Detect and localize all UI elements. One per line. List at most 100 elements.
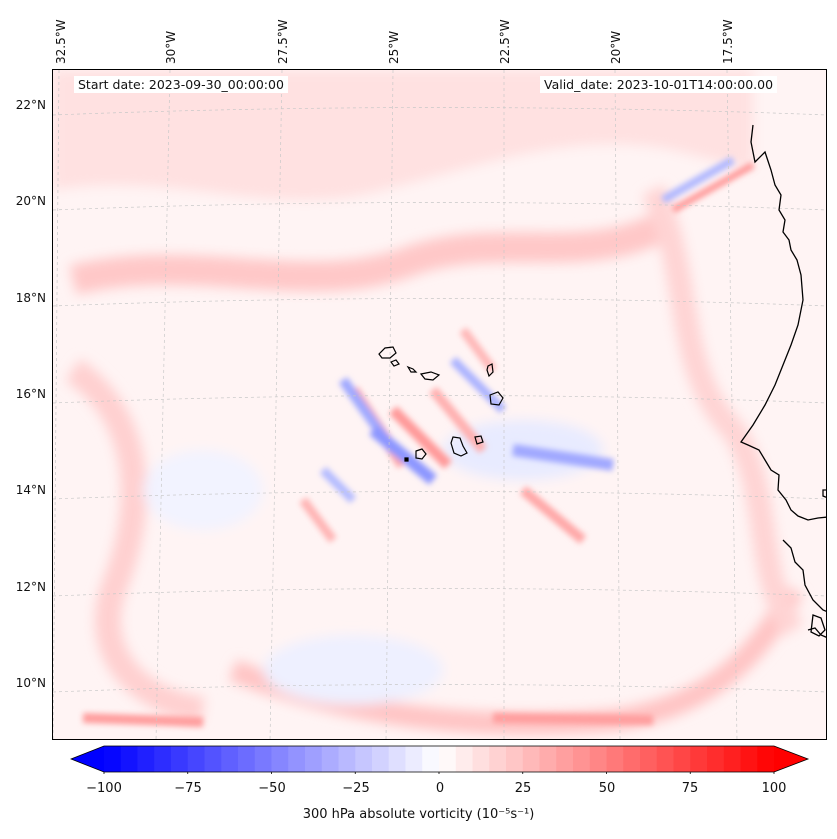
colorbar-tick-100: 100 (761, 781, 787, 796)
parallel-16n (53, 395, 826, 404)
colorbar-tick-75: 75 (681, 781, 699, 796)
colorbar-segment (539, 746, 557, 772)
lat-label-20n: 20°N (15, 194, 46, 208)
wave-negative-2 (369, 425, 437, 485)
colorbar-segment (522, 746, 540, 772)
colorbar-segment (623, 746, 641, 772)
wave-negative-3 (449, 356, 507, 414)
colorbar-segment (506, 746, 524, 772)
lat-label-22n: 22°N (15, 98, 46, 112)
colorbar-segment (690, 746, 708, 772)
colorbar-segment (238, 746, 256, 772)
island-sao-vicente (390, 359, 400, 367)
colorbar-segment (757, 746, 775, 772)
coast-guinea-bissau (782, 539, 826, 612)
colorbar-segment (321, 746, 339, 772)
colorbar-tick-neg-50: −50 (258, 781, 286, 796)
lon-label-30w: 30°W (164, 30, 178, 64)
parallel-12n (53, 588, 826, 597)
lat-label-12n: 12°N (15, 580, 46, 594)
colorbar-tick-0: 0 (435, 781, 445, 796)
colorbar-segment (271, 746, 289, 772)
colorbar-segment (673, 746, 691, 772)
wave-positive-3 (429, 386, 487, 454)
island-boa-vista (489, 391, 504, 406)
island-sao-nicolau (406, 365, 418, 373)
colorbar-segment (707, 746, 725, 772)
meridian-27-5w (269, 70, 283, 739)
map-canvas (53, 70, 826, 739)
negative-patch-west (143, 450, 263, 530)
wave-positive-5 (519, 486, 587, 544)
parallel-18n (53, 298, 826, 307)
wave-positive-south (82, 713, 204, 727)
colorbar-segment (187, 746, 205, 772)
colorbar-segment (740, 746, 758, 772)
wave-positive-north (671, 161, 755, 214)
colorbar-segment (388, 746, 406, 772)
colorbar-segment (305, 746, 323, 772)
colorbar-segment (723, 746, 741, 772)
colorbar-max-arrow (774, 746, 808, 772)
colorbar-segment (171, 746, 189, 772)
lon-label-17-5w: 17.5°W (721, 19, 735, 64)
wave-negative-5 (319, 466, 357, 504)
positive-band-west (65, 359, 206, 723)
island-maio (474, 435, 484, 445)
colorbar-segment (606, 746, 624, 772)
colorbar-tick-neg-75: −75 (174, 781, 202, 796)
lat-label-16n: 16°N (15, 387, 46, 401)
colorbar-segment (372, 746, 390, 772)
lat-label-10n: 10°N (15, 676, 46, 690)
colorbar-segment (455, 746, 473, 772)
wave-positive-6 (299, 497, 337, 543)
colorbar-segment (422, 746, 440, 772)
colorbar-segment (338, 746, 356, 772)
graticule (53, 70, 826, 739)
wave-negative-4 (512, 444, 614, 471)
meridian-25w (385, 70, 394, 739)
colorbar-segment (439, 746, 457, 772)
lon-label-27-5w: 27.5°W (276, 19, 290, 64)
colorbar-segment (204, 746, 222, 772)
negative-patch-south (263, 635, 443, 705)
colorbar-segment (472, 746, 490, 772)
meridian-30w (155, 70, 171, 739)
colorbar-segment (254, 746, 272, 772)
colorbar-segment (288, 746, 306, 772)
colorbar-segment (355, 746, 373, 772)
africa-coastline (740, 124, 826, 638)
northern-pink-band (53, 70, 753, 200)
colorbar-tick-neg-100: −100 (86, 781, 122, 796)
colorbar-segment (154, 746, 172, 772)
positive-band-east (642, 184, 804, 637)
lat-label-14n: 14°N (15, 483, 46, 497)
colorbar-tick-50: 50 (598, 781, 616, 796)
lat-label-18n: 18°N (15, 291, 46, 305)
lon-label-22-5w: 22.5°W (498, 19, 512, 64)
colorbar-segment (656, 746, 674, 772)
parallel-10n (53, 684, 826, 693)
colorbar-segment (137, 746, 155, 772)
colorbar-min-arrow (71, 746, 104, 772)
coast-guinea-2 (807, 627, 826, 638)
positive-band-north (69, 207, 681, 295)
parallel-22n (53, 107, 826, 116)
lon-label-25w: 25°W (387, 30, 401, 64)
colorbar-tick-neg-25: −25 (342, 781, 370, 796)
meridian-20w (614, 70, 621, 739)
lon-label-20w: 20°W (609, 30, 623, 64)
colorbar-segment (589, 746, 607, 772)
colorbar-segment (573, 746, 591, 772)
coast-mauritania-senegal (740, 124, 826, 521)
colorbar-segment (120, 746, 138, 772)
colorbar-segment (489, 746, 507, 772)
colorbar-segment (104, 746, 122, 772)
wave-negative-north (661, 156, 735, 204)
meridian-17-5w (726, 70, 738, 739)
lon-label-32-5w: 32.5°W (54, 19, 68, 64)
parallel-14n (53, 491, 826, 500)
island-fogo (415, 448, 427, 460)
wave-positive-south-2 (492, 713, 654, 725)
wave-positive-2 (389, 406, 452, 469)
